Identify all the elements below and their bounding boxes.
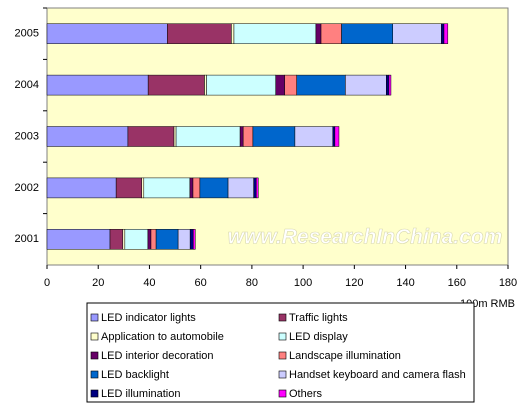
bar-segment	[192, 177, 201, 199]
bar-segment	[46, 74, 149, 96]
bar-segment	[334, 126, 340, 147]
bar-segment	[173, 126, 177, 147]
bar-segment	[155, 229, 179, 250]
bar-segment	[189, 229, 194, 250]
bar-segment	[150, 229, 157, 250]
legend-label: LED interior decoration	[101, 350, 214, 362]
bar-segment	[388, 74, 392, 96]
x-tick-label: 80	[246, 277, 258, 289]
legend-swatch	[90, 332, 99, 341]
legend-swatch	[278, 351, 287, 360]
legend-swatch	[90, 313, 99, 322]
bar-segment	[141, 177, 145, 199]
legend-label: Handset keyboard and camera flash	[289, 369, 466, 381]
bar-segment	[115, 177, 143, 199]
y-tick-label: 2002	[15, 182, 39, 194]
bar-segment	[315, 23, 322, 44]
bar-segment	[189, 177, 194, 199]
bar-segment	[177, 229, 191, 250]
legend-label: LED indicator lights	[101, 312, 196, 324]
bar-segment	[252, 126, 296, 147]
legend-swatch	[278, 313, 287, 322]
bar-segment	[275, 74, 285, 96]
legend-label: LED backlight	[101, 369, 169, 381]
legend-swatch	[278, 370, 287, 379]
bar-segment	[192, 229, 196, 250]
legend-swatch	[90, 389, 99, 398]
legend-swatch	[278, 389, 287, 398]
bar-segment	[206, 74, 276, 96]
bar-segment	[294, 126, 334, 147]
legend-label: Application to automobile	[101, 331, 224, 343]
bar-segment	[441, 23, 445, 44]
bar-segment	[124, 229, 149, 250]
bar-segment	[443, 23, 449, 44]
bar-segment	[345, 74, 387, 96]
legend-label: Traffic lights	[289, 312, 348, 324]
y-tick-label: 2005	[15, 28, 39, 40]
bar-segment	[332, 126, 336, 147]
bar-segment	[122, 229, 126, 250]
bar-segment	[46, 23, 168, 44]
bar-segment	[386, 74, 390, 96]
bar-segment	[46, 126, 129, 147]
bar-segment	[341, 23, 393, 44]
bar-segment	[255, 177, 259, 199]
bar-segment	[392, 23, 442, 44]
bar-segment	[199, 177, 229, 199]
bar-segment	[227, 177, 254, 199]
bar-segment	[147, 74, 205, 96]
bar-segment	[284, 74, 297, 96]
bar-segment	[127, 126, 175, 147]
bar-segment	[204, 74, 207, 96]
x-tick-label: 100	[294, 277, 312, 289]
y-tick-label: 2003	[15, 130, 39, 142]
legend-swatch	[278, 332, 287, 341]
bar-segment	[46, 229, 111, 250]
y-tick-label: 2004	[15, 79, 39, 91]
x-tick-label: 120	[345, 277, 363, 289]
bar-segment	[320, 23, 342, 44]
x-tick-label: 60	[195, 277, 207, 289]
bar-segment	[46, 177, 117, 199]
bar-segment	[233, 23, 317, 44]
x-tick-label: 20	[92, 277, 104, 289]
bar-segment	[175, 126, 241, 147]
legend-label: LED illumination	[101, 388, 180, 400]
bar-segment	[242, 126, 254, 147]
bar-segment	[143, 177, 191, 199]
bar-segment	[296, 74, 346, 96]
legend-label: LED display	[289, 331, 348, 343]
bar-segment	[231, 23, 235, 44]
x-tick-label: 140	[396, 277, 414, 289]
bar-segment	[147, 229, 152, 250]
bar-segment	[239, 126, 244, 147]
watermark: www.ResearchInChina.com	[228, 226, 503, 249]
x-tick-label: 0	[44, 277, 50, 289]
x-tick-label: 40	[143, 277, 155, 289]
x-tick-label: 160	[448, 277, 466, 289]
y-tick-label: 2001	[15, 233, 39, 245]
bar-segment	[167, 23, 232, 44]
legend-label: Others	[289, 388, 323, 400]
bar-segment	[109, 229, 124, 250]
bar-segment	[253, 177, 257, 199]
legend-label: Landscape illumination	[289, 350, 401, 362]
legend-swatch	[90, 351, 99, 360]
legend-swatch	[90, 370, 99, 379]
x-tick-label: 180	[499, 277, 517, 289]
